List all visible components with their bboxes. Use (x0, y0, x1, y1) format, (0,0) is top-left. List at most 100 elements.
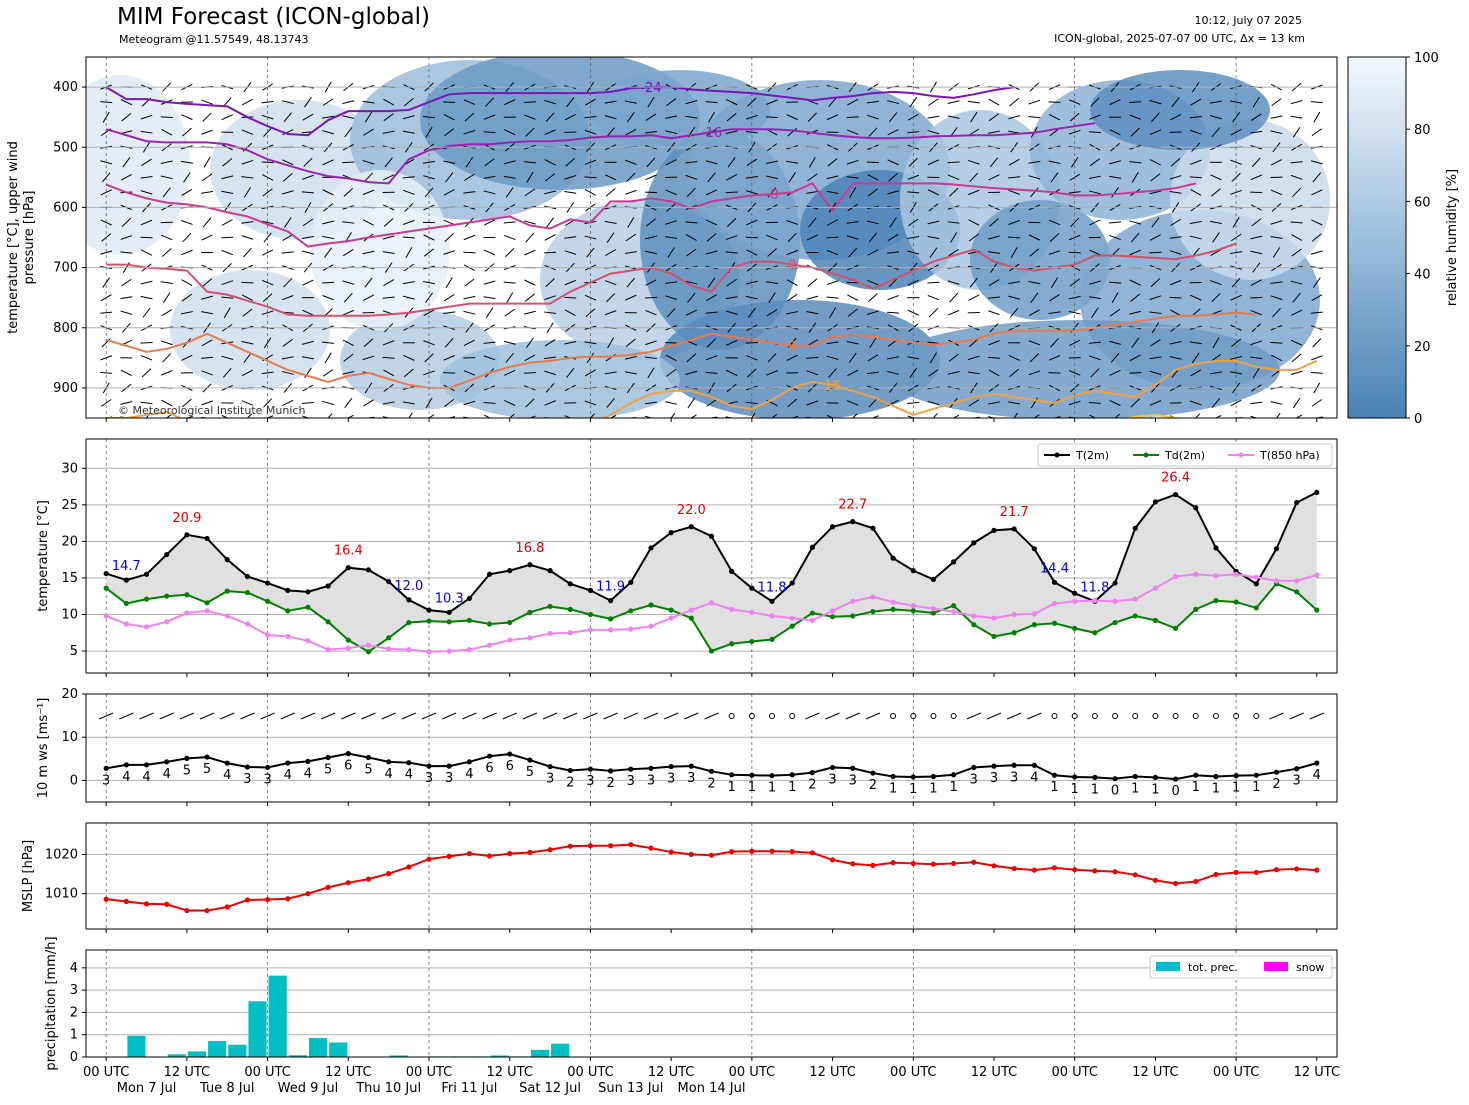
wind-barb (807, 278, 818, 287)
wind-speed-point (567, 767, 573, 774)
wind-barb (165, 413, 172, 418)
wind-barb (584, 159, 597, 165)
wind-speed-point (325, 754, 331, 761)
wind-barb (463, 191, 476, 194)
wind-barb (867, 114, 879, 120)
wind-barb (806, 190, 819, 194)
wind-barb (645, 174, 657, 181)
wind-barb (121, 278, 132, 287)
wind-speed-label: 4 (284, 768, 292, 783)
wind-barb (428, 414, 435, 418)
wind-barb (704, 712, 719, 720)
y-axis-label: pressure [hPa] (22, 191, 37, 285)
series-td2m-point (345, 637, 351, 643)
wind-speed-point (789, 772, 795, 778)
series-td2m-point (951, 603, 957, 609)
wind-speed-point (507, 751, 513, 757)
wind-barb (464, 112, 475, 122)
wind-speed-label: 4 (405, 768, 413, 783)
wind-barb (283, 112, 292, 123)
series-td2m-point (1253, 605, 1259, 611)
wind-barb (347, 414, 354, 418)
wind-speed-point (809, 770, 815, 776)
wind-barb (1049, 233, 1060, 242)
wind-speed-label: 1 (1212, 782, 1220, 797)
colorbar-tick-label: 100 (1414, 51, 1439, 66)
series-t2m-point (143, 571, 150, 577)
wind-barb (583, 712, 598, 720)
wind-barb (1028, 175, 1041, 180)
wind-barb (1028, 234, 1040, 241)
legend-swatch (1156, 962, 1180, 971)
y-tick-label: 3 (70, 983, 78, 998)
series-t850hpa-point (406, 647, 412, 653)
wind-barb (544, 339, 556, 347)
wind-barb (947, 161, 960, 164)
wind-barb (322, 295, 334, 301)
wind-barb (1250, 174, 1263, 181)
wind-barb (586, 247, 595, 258)
wind-barb (1050, 337, 1059, 348)
wind-barb (1088, 280, 1101, 285)
wind-barb (887, 233, 899, 242)
wind-barb (301, 191, 314, 194)
wind-barb (100, 399, 112, 407)
wind-barb (706, 399, 717, 407)
wind-barb (443, 160, 456, 165)
wind-barb (645, 279, 657, 286)
series-td2m-point (890, 606, 896, 612)
wind-barb (1270, 236, 1283, 239)
copyright: © Meteorological Institute Munich (118, 404, 305, 417)
wind-speed-point (446, 763, 452, 769)
wind-barb (1109, 175, 1122, 179)
wind-barb (1088, 341, 1101, 344)
wind-barb (281, 370, 294, 375)
wind-barb (987, 296, 1001, 299)
mslp-point (204, 907, 210, 914)
y-tick-label: 1 (70, 1028, 78, 1043)
wind-barb (1295, 414, 1303, 418)
mslp-point (749, 848, 755, 854)
x-tick-label: 00 UTC (729, 1065, 775, 1080)
wind-speed-point (991, 763, 997, 769)
wind-barb (281, 190, 294, 195)
legend-marker (1054, 452, 1060, 458)
wind-barb (725, 191, 738, 194)
wind-barb (483, 190, 496, 195)
wind-barb (866, 100, 879, 104)
series-td2m-point (1031, 622, 1037, 628)
wind-barb (344, 397, 353, 409)
calm-wind-marker (1112, 713, 1119, 719)
wind-barb (866, 220, 879, 225)
wind-barb (503, 160, 516, 165)
wind-speed-point (1051, 772, 1058, 778)
wind-barb (201, 99, 213, 105)
wind-barb (122, 157, 131, 168)
wind-barb (1270, 341, 1283, 344)
wind-barb (806, 370, 819, 376)
wind-barb (1008, 115, 1021, 120)
wind-barb (624, 100, 637, 104)
series-td2m-point (446, 619, 452, 625)
wind-speed-label: 4 (1030, 770, 1038, 785)
wind-barb (968, 399, 980, 407)
series-t850hpa-point (486, 642, 493, 648)
day-label: Thu 10 Jul (355, 1081, 421, 1096)
wind-barb (786, 114, 798, 121)
colorbar (1347, 56, 1407, 419)
wind-barb (725, 296, 738, 300)
wind-speed-point (1031, 762, 1037, 768)
wind-barb (705, 189, 718, 196)
series-td2m-point (406, 619, 412, 626)
wind-barb (1250, 113, 1262, 121)
wind-barb (402, 176, 415, 179)
wind-barb (201, 370, 213, 376)
series-t850hpa-point (789, 615, 795, 621)
wind-barb (140, 219, 153, 226)
wind-barb (382, 296, 395, 299)
wind-barb (343, 353, 354, 362)
series-t850hpa-point (769, 613, 775, 619)
wind-barb (263, 127, 273, 137)
wind-barb (182, 127, 192, 137)
wind-speed-label: 1 (768, 781, 776, 796)
